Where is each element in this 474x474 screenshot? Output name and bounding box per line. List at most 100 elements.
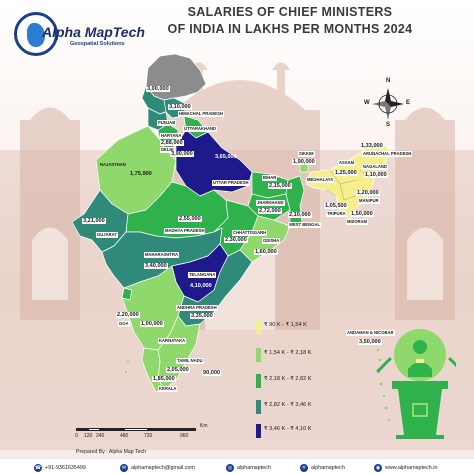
state-label-manipur: MANIPUR [358, 198, 380, 204]
contact-email[interactable]: ✉ alphamaptech@gmail.com [120, 463, 195, 472]
value-label-goa: 2,20,000 [116, 312, 140, 318]
state-label-himachal: HIMACHAL PRADESH [178, 111, 224, 117]
value-label-mizoram-area: 1,50,000 [350, 211, 374, 217]
contact-phone[interactable]: ☎ +91-9361635499 [34, 463, 86, 472]
state-label-delhi: DELHI [160, 147, 175, 153]
state-label-chhattisgarh: CHHATTISGARH [232, 230, 268, 236]
legend-label: ₹ 2,82 K - ₹ 3,46 K [264, 402, 312, 408]
scale-bar: 0 120 240 480 720 960 Km [75, 423, 208, 444]
phone-icon: ☎ [34, 463, 42, 472]
value-label-bihar: 2,15,000 [268, 183, 292, 189]
contact-website[interactable]: ◉ www.alphamaptech.in [374, 463, 437, 472]
compass-star-icon [372, 88, 404, 120]
state-label-arunachal: ARUNACHAL PRADESH [362, 151, 413, 157]
state-label-maharashtra: MAHARASHTRA [144, 252, 180, 258]
legend-label: ₹ 3,46 K - ₹ 4,10 K [264, 426, 312, 432]
map-title-line1: SALARIES OF CHIEF MINISTERS [187, 5, 393, 19]
scale-tick: 480 [120, 433, 129, 439]
legend-swatch [256, 320, 261, 334]
logo-tagline: Geospatial Solutions [70, 41, 125, 47]
value-label-uttar-pradesh: 3,65,000 [215, 154, 237, 160]
state-label-west-bengal: WEST BENGAL [288, 222, 321, 228]
legend-item: ₹ 3,46 K - ₹ 4,10 K [256, 424, 342, 438]
value-label-west-bengal: 2,10,000 [288, 212, 312, 218]
scale-tick: 960 [180, 433, 189, 439]
state-label-nagaland: NAGALAND [362, 164, 388, 170]
state-label-haryana: HARYANA [160, 133, 183, 139]
legend: ₹ 90 K - ₹ 1,54 K ₹ 1,54 K - ₹ 2,18 K ₹ … [256, 320, 342, 442]
value-label-tamil-nadu: 2,05,000 [166, 367, 190, 373]
state-label-gujarat: GUJARAT [96, 232, 118, 238]
value-label-himachal: 3,10,000 [168, 104, 192, 110]
scale-tick: 720 [144, 433, 153, 439]
value-label-jharkhand: 2,72,000 [258, 208, 282, 214]
scale-bar-segment [100, 428, 124, 431]
state-label-punjab: PUNJAB [157, 120, 177, 126]
region-uttar-pradesh [175, 129, 253, 197]
value-label-delhi: 3,90,000 [170, 151, 194, 157]
scale-bar-segment [124, 428, 148, 431]
contact-instagram[interactable]: ◎ alphamaptech [226, 463, 271, 472]
state-label-odisha: ODISHA [262, 238, 281, 244]
company-logo: Alpha MapTech Geospatial Solutions [12, 8, 145, 60]
value-label-haryana: 2,88,000 [160, 140, 184, 146]
state-label-tamil-nadu: TAMIL NADU [176, 358, 204, 364]
value-label-andhra-pradesh: 3,35,000 [190, 313, 214, 319]
value-label-telangana: 4,10,000 [190, 283, 212, 289]
scale-bar-segment [148, 428, 196, 431]
state-label-madhya-pradesh: MADHYA PRADESH [164, 228, 206, 234]
globe-logo-icon [14, 12, 58, 56]
twitter-icon: ✕ [300, 463, 308, 472]
state-label-meghalaya: MEGHALAYA [306, 177, 335, 183]
legend-swatch [256, 374, 261, 388]
compass-west: W [364, 100, 370, 106]
value-label-maharashtra: 3,40,000 [144, 263, 168, 269]
contact-twitter[interactable]: ✕ alphamaptech [300, 463, 345, 472]
value-label-puducherry: 90,000 [202, 370, 222, 376]
scale-bar-segment [88, 428, 100, 431]
scale-tick: 120 [84, 433, 93, 439]
compass-north: N [386, 78, 391, 84]
state-label-rajasthan: RAJASTHAN [100, 162, 126, 167]
contact-phone-text: +91-9361635499 [45, 464, 86, 471]
contact-twitter-text: alphamaptech [311, 464, 345, 471]
value-label-andaman-nicobar: 3,50,000 [358, 339, 382, 345]
legend-label: ₹ 90 K - ₹ 1,54 K [264, 322, 307, 328]
legend-item: ₹ 2,18 K - ₹ 2,82 K [256, 374, 342, 388]
value-label-arunachal: 1,33,000 [360, 143, 384, 149]
value-label-sikkim: 1,90,000 [292, 159, 316, 165]
value-label: 3,00,000 [146, 86, 170, 92]
state-label-sikkim: SIKKIM [298, 151, 315, 157]
state-label-uttar-pradesh: UTTAR PRADESH [212, 180, 250, 186]
compass-east: E [406, 100, 411, 106]
state-label-andaman-nicobar: ANDAMAN & NICOBAR [346, 330, 395, 336]
legend-item: ₹ 2,82 K - ₹ 3,46 K [256, 400, 342, 414]
state-label-telangana: TELANGANA [188, 272, 217, 278]
value-label-manipur: 1,20,000 [356, 190, 380, 196]
legend-label: ₹ 2,18 K - ₹ 2,82 K [264, 376, 312, 382]
contact-instagram-text: alphamaptech [237, 464, 271, 471]
state-label-karnataka: KARNATAKA [158, 338, 187, 344]
value-label-meghalaya: 1,25,000 [334, 170, 358, 176]
state-label-kerala: KERALA [158, 386, 178, 392]
prepared-by: Prepared By : Alpha Map Tech [76, 449, 146, 455]
podium-speaker-icon [368, 325, 464, 443]
state-label-jharkhand: JHARKHAND [256, 200, 285, 206]
legend-label: ₹ 1,54 K - ₹ 2,18 K [264, 350, 312, 356]
legend-swatch [256, 400, 261, 414]
scale-tick: 240 [96, 433, 105, 439]
logo-brand-name: Alpha MapTech [42, 24, 145, 40]
contact-email-text: alphamaptech@gmail.com [131, 464, 195, 471]
state-label-goa: GOA [118, 321, 130, 327]
state-label-andhra-pradesh: ANDHRA PRADESH [176, 305, 218, 311]
value-label-rajasthan: 1,75,000 [130, 171, 152, 177]
value-label-kerala: 1,85,000 [152, 376, 176, 382]
state-label-uttarakhand: UTTARAKHAND [183, 126, 218, 132]
value-label-south-west: 1,00,000 [140, 321, 164, 327]
scale-bar-segment [76, 428, 88, 431]
legend-swatch [256, 348, 261, 362]
value-label-gujarat: 3,21,000 [82, 218, 106, 224]
map-title: SALARIES OF CHIEF MINISTERS OF INDIA IN … [150, 4, 430, 38]
instagram-icon: ◎ [226, 463, 234, 472]
value-label-madhya-pradesh: 2,55,000 [178, 216, 202, 222]
